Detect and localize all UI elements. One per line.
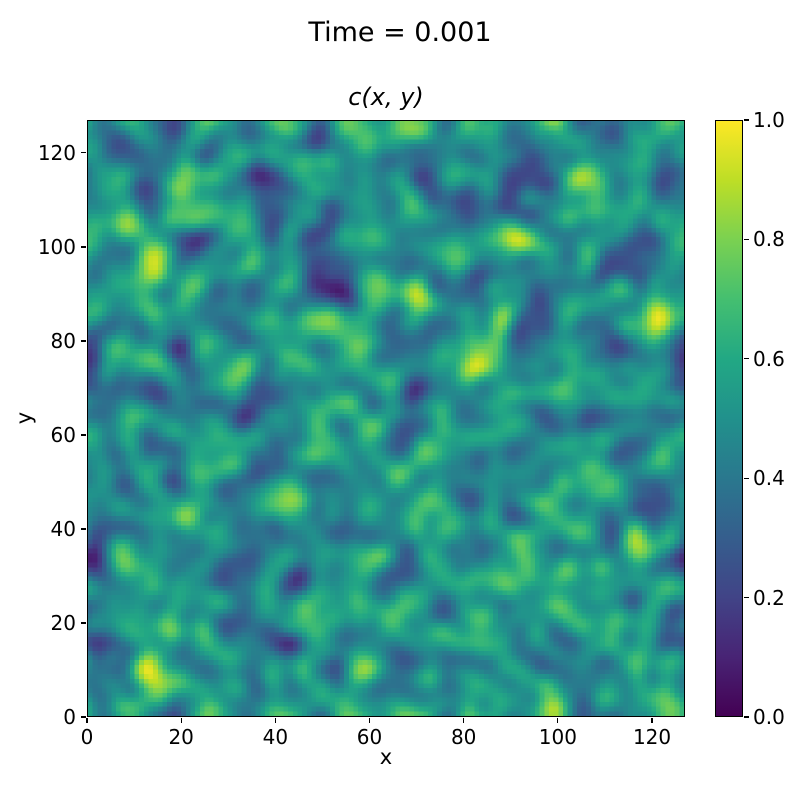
colorbar-tick-label: 0.0: [753, 705, 785, 729]
x-tick-label: 120: [632, 725, 672, 749]
colorbar-tick-label: 0.6: [753, 346, 785, 371]
y-tick-label: 60: [50, 422, 76, 447]
colorbar-tick-mark: [744, 358, 749, 360]
x-tick-label: 100: [538, 725, 577, 749]
x-tick-label: 60: [356, 725, 383, 749]
y-axis-label: y: [12, 411, 36, 425]
y-tick-mark: [81, 340, 86, 342]
y-tick-label: 0: [63, 705, 76, 729]
heatmap-image: [88, 121, 684, 716]
y-tick-mark: [81, 434, 86, 436]
x-tick-label: 0: [80, 725, 94, 749]
x-tick-mark: [651, 718, 653, 723]
x-tick-mark: [368, 718, 371, 723]
x-tick-mark: [463, 718, 465, 723]
y-tick-mark: [81, 246, 86, 248]
y-tick-label: 40: [50, 516, 76, 541]
x-tick-mark: [180, 718, 182, 723]
y-tick-label: 80: [50, 328, 76, 353]
axes-title: c(x, y): [348, 83, 424, 111]
y-tick-mark: [81, 716, 86, 718]
x-tick-label: 40: [262, 725, 289, 749]
x-tick-label: 80: [450, 725, 477, 749]
y-tick-label: 120: [37, 140, 76, 165]
colorbar-tick-label: 1.0: [753, 108, 785, 132]
x-tick-label: 20: [168, 725, 194, 749]
x-tick-mark: [274, 718, 276, 723]
y-tick-label: 20: [50, 610, 76, 635]
colorbar-tick-label: 0.4: [753, 466, 785, 491]
colorbar-tick-mark: [744, 238, 749, 240]
colorbar-tick-label: 0.8: [753, 227, 785, 252]
colorbar-tick-mark: [744, 597, 749, 599]
y-tick-mark: [81, 152, 86, 154]
colorbar: [715, 120, 743, 717]
colorbar-tick-mark: [744, 119, 749, 121]
y-tick-label: 100: [37, 234, 76, 259]
x-axis-label: x: [379, 745, 393, 769]
y-tick-mark: [81, 622, 86, 624]
x-tick-mark: [86, 718, 88, 723]
heatmap-plot-area: [87, 120, 685, 717]
colorbar-tick-mark: [744, 477, 749, 479]
x-tick-mark: [557, 718, 559, 723]
colorbar-tick-mark: [744, 716, 749, 718]
y-tick-mark: [81, 528, 86, 530]
colorbar-tick-label: 0.2: [753, 585, 785, 610]
figure-title: Time = 0.001: [308, 17, 492, 48]
